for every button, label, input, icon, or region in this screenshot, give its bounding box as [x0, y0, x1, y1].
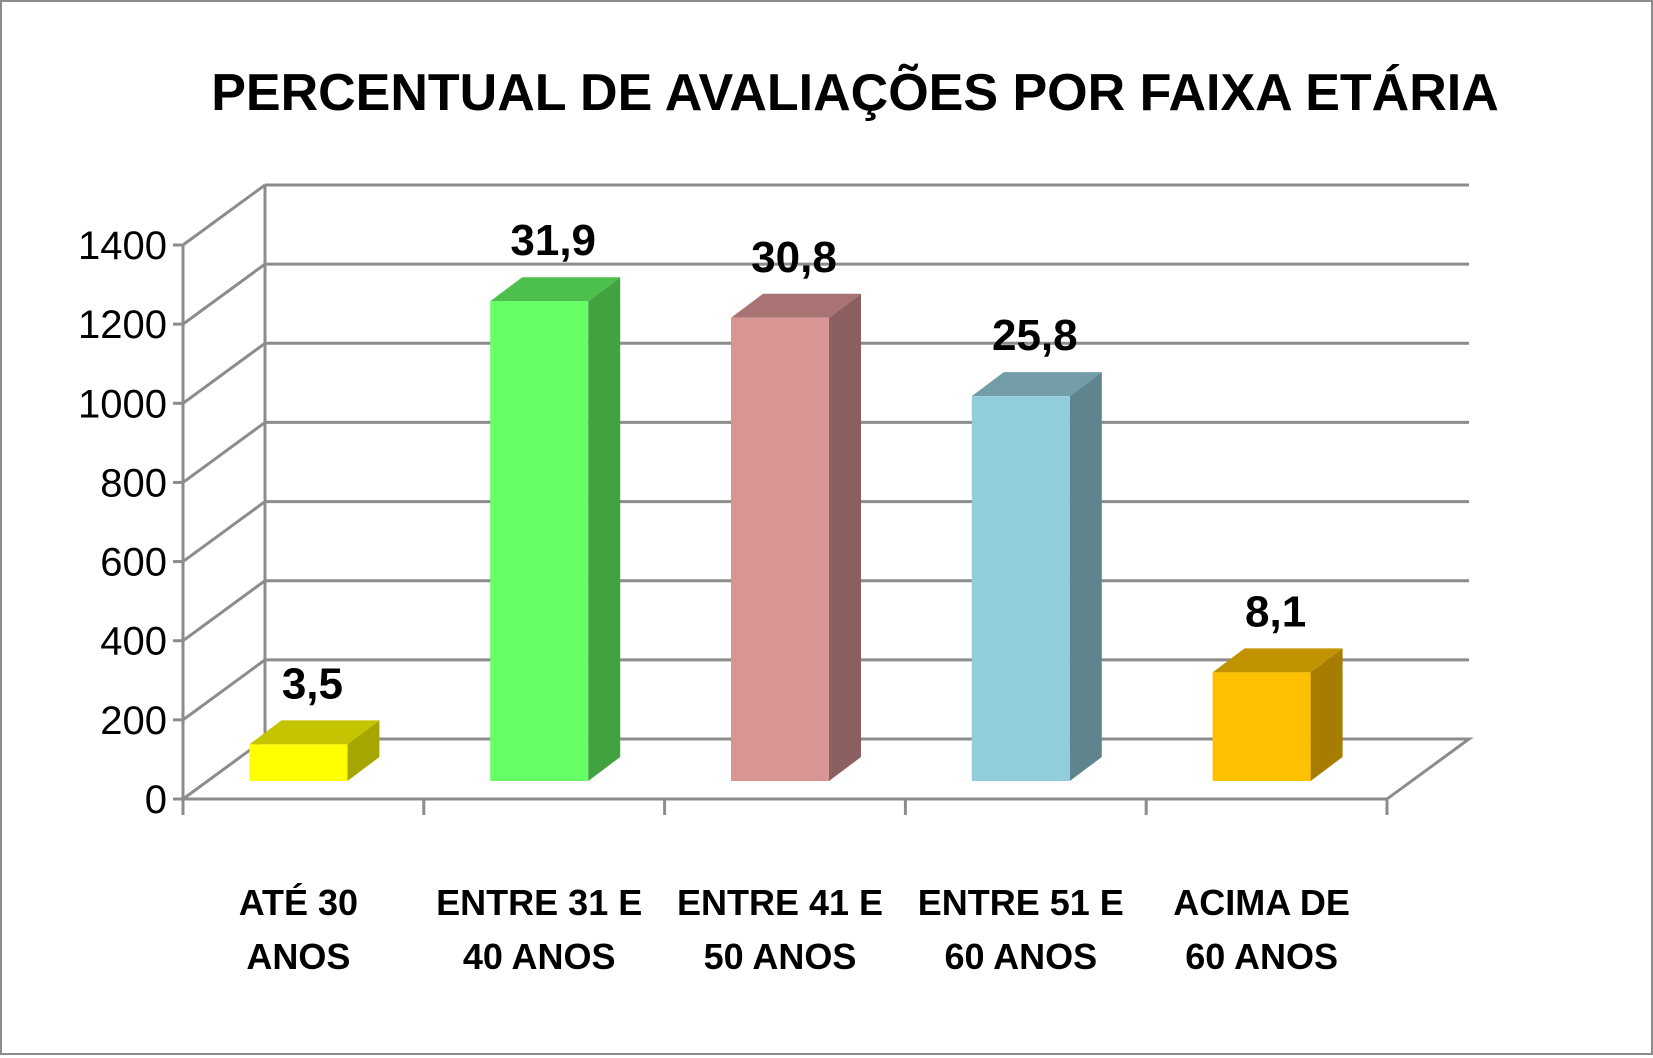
bar-front — [971, 396, 1070, 781]
data-label: 31,9 — [510, 216, 596, 265]
bar-front — [249, 744, 348, 781]
labels-layer: 0 200 400 600 800 1000 1200 1400 3,5 ATÉ 30 ANOS 31… — [78, 216, 1350, 977]
bar — [490, 277, 621, 781]
bar-side — [829, 293, 861, 781]
x-tick-label-line: 60 ANOS — [1185, 936, 1338, 977]
bar-top — [731, 293, 861, 318]
chart-title: PERCENTUAL DE AVALIAÇÕES POR FAIXA ETÁRI… — [211, 63, 1499, 122]
bar-front — [1212, 672, 1311, 781]
bar-top — [490, 277, 621, 302]
bar-top — [971, 372, 1102, 397]
bar-top — [249, 720, 380, 745]
y-tick-label: 200 — [100, 699, 167, 743]
gridline-diagonal — [182, 658, 266, 722]
y-tick-label: 1400 — [78, 224, 167, 268]
gridline-diagonal — [182, 579, 266, 642]
gridline-diagonal — [182, 500, 266, 563]
bar — [731, 293, 861, 781]
y-tick-label: 1200 — [78, 303, 167, 347]
x-tick-label-line: ENTRE 41 E — [677, 882, 883, 923]
gridline-diagonal — [182, 342, 266, 405]
bar-side — [1310, 648, 1343, 781]
bar-front — [490, 301, 589, 781]
y-tick-label: 1000 — [78, 382, 167, 426]
bars-layer — [249, 277, 1343, 781]
bar — [1212, 648, 1343, 781]
bar — [971, 372, 1102, 781]
x-tick-label-line: 60 ANOS — [944, 936, 1097, 977]
bar-top — [1212, 648, 1343, 673]
x-tick-label: ENTRE 41 E 50 ANOS — [677, 882, 883, 977]
y-tick-label: 400 — [100, 620, 167, 664]
x-tick-label-line: 50 ANOS — [704, 936, 857, 977]
gridline-diagonal — [182, 421, 266, 484]
x-tick-label-line: ATÉ 30 — [239, 882, 358, 923]
x-tick-label: ENTRE 51 E 60 ANOS — [918, 882, 1124, 977]
bar-side — [347, 720, 380, 781]
bar-side — [1069, 372, 1102, 781]
gridline-diagonal — [182, 262, 266, 326]
x-tick-label-line: 40 ANOS — [463, 936, 616, 977]
data-label: 30,8 — [751, 233, 837, 282]
data-label: 3,5 — [282, 659, 343, 708]
bar — [249, 720, 380, 781]
x-tick-label: ACIMA DE 60 ANOS — [1173, 882, 1350, 977]
y-tick-label: 600 — [100, 541, 167, 585]
x-tick-label: ENTRE 31 E 40 ANOS — [436, 882, 642, 977]
y-tick-label: 0 — [145, 778, 167, 822]
x-tick-label-line: ANOS — [246, 936, 350, 977]
x-tick-label-line: ENTRE 51 E — [918, 882, 1124, 923]
x-tick-label-line: ENTRE 31 E — [436, 882, 642, 923]
y-tick-label: 800 — [100, 461, 167, 505]
x-tick-label-line: ACIMA DE — [1173, 882, 1350, 923]
data-label: 25,8 — [992, 311, 1078, 360]
bar-side — [588, 277, 621, 781]
x-tick-label: ATÉ 30 ANOS — [239, 882, 358, 977]
data-label: 8,1 — [1245, 587, 1306, 636]
bar-front — [731, 317, 829, 781]
gridline-diagonal — [182, 183, 266, 247]
